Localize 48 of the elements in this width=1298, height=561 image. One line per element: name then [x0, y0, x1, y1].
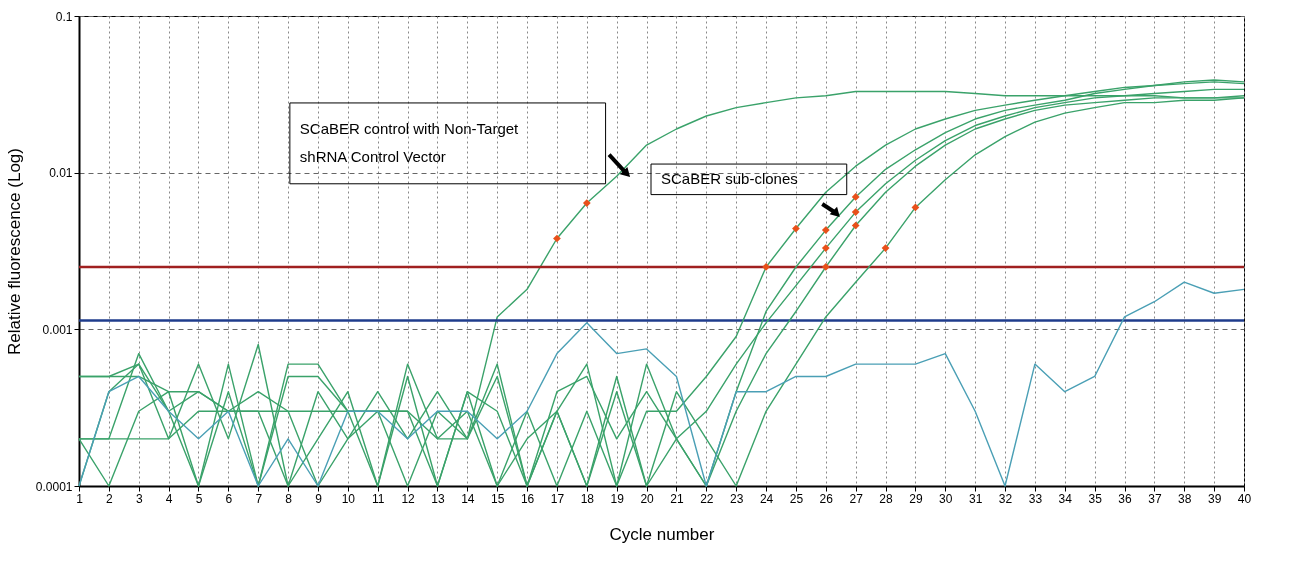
x-tick-label: 39 — [1207, 491, 1222, 506]
x-tick-label: 18 — [580, 491, 595, 506]
x-tick-label: 14 — [461, 491, 475, 506]
x-tick-label: 27 — [849, 491, 864, 506]
x-tick-label: 31 — [968, 491, 983, 506]
x-tick-label: 28 — [879, 491, 894, 506]
x-tick-label: 6 — [225, 491, 233, 506]
x-tick-label: 33 — [1028, 491, 1043, 506]
x-tick-label: 25 — [789, 491, 804, 506]
x-tick-label: 5 — [195, 491, 203, 506]
x-tick-label: 3 — [135, 491, 143, 506]
annotation: SCaBER sub-clones — [661, 170, 798, 188]
y-tick-label: 0.0001 — [35, 479, 73, 494]
y-axis-title: Relative fluorescence (Log) — [4, 148, 24, 355]
x-tick-label: 16 — [520, 491, 535, 506]
x-tick-label: 24 — [759, 491, 774, 506]
x-tick-label: 1 — [76, 491, 84, 506]
x-tick-label: 7 — [255, 491, 263, 506]
x-tick-label: 32 — [998, 491, 1013, 506]
x-tick-label: 15 — [491, 491, 505, 506]
y-tick-label: 0.01 — [49, 166, 73, 181]
x-tick-label: 21 — [670, 491, 684, 506]
y-tick-label: 0.1 — [55, 9, 73, 24]
x-tick-label: 37 — [1148, 491, 1162, 506]
x-tick-label: 4 — [165, 491, 173, 506]
x-tick-label: 40 — [1237, 491, 1252, 506]
x-tick-label: 19 — [610, 491, 625, 506]
x-tick-label: 35 — [1088, 491, 1103, 506]
x-tick-label: 20 — [640, 491, 655, 506]
annotation: SCaBER control with Non-Target shRNA Control Vector — [299, 120, 520, 166]
x-tick-label: 2 — [106, 491, 114, 506]
x-tick-label: 26 — [819, 491, 834, 506]
x-tick-label: 8 — [285, 491, 293, 506]
x-tick-label: 9 — [315, 491, 323, 506]
x-tick-label: 30 — [939, 491, 953, 506]
x-tick-label: 22 — [700, 491, 714, 506]
x-tick-label: 38 — [1178, 491, 1192, 506]
x-tick-label: 36 — [1118, 491, 1133, 506]
x-tick-label: 29 — [909, 491, 923, 506]
x-axis-title: Cycle number — [609, 524, 715, 544]
y-tick-label: 0.001 — [42, 322, 73, 337]
x-tick-label: 34 — [1058, 491, 1073, 506]
x-tick-label: 10 — [341, 491, 356, 506]
x-tick-label: 13 — [431, 491, 445, 506]
x-tick-label: 23 — [730, 491, 744, 506]
x-tick-label: 17 — [550, 491, 565, 506]
x-tick-label: 12 — [401, 491, 416, 506]
x-tick-label: 11 — [371, 491, 385, 506]
